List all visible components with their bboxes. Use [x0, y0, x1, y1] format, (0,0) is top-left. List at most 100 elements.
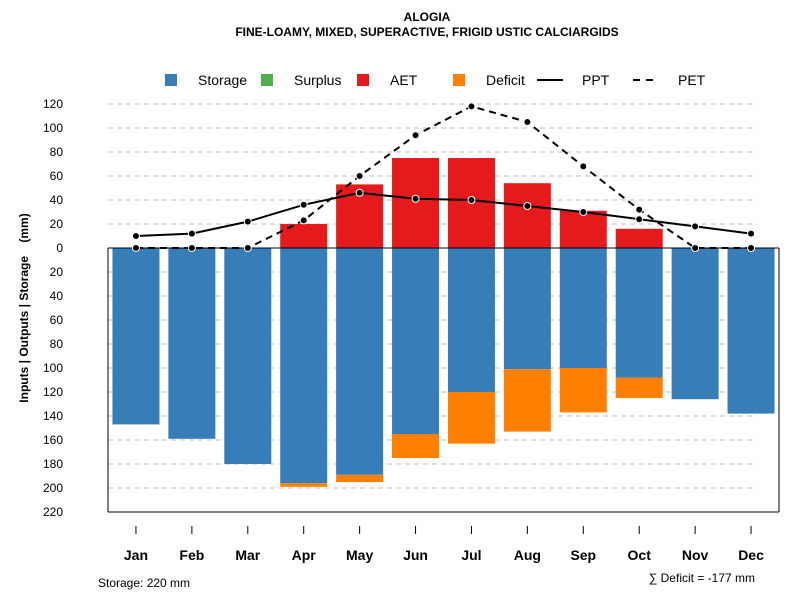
ppt-point	[299, 200, 308, 209]
x-tick-label: Sep	[570, 547, 596, 563]
x-tick-label: Mar	[235, 547, 260, 563]
pet-point	[691, 244, 700, 252]
x-tick-label: Nov	[682, 547, 709, 563]
deficit-bar	[336, 474, 384, 482]
x-tick-label: Jan	[124, 547, 148, 563]
storage-bar	[447, 248, 495, 392]
ppt-point	[355, 188, 364, 197]
deficit-bar	[559, 368, 607, 413]
aet-bar	[503, 183, 551, 248]
deficit-bar	[615, 377, 663, 398]
y-tick-label: 100	[43, 121, 63, 135]
x-tick-label: May	[346, 547, 373, 563]
y-tick-label: 160	[43, 433, 63, 447]
y-tick-label: 140	[43, 409, 63, 423]
y-tick-label: 180	[43, 457, 63, 471]
x-tick-label: Oct	[628, 547, 652, 563]
y-tick-label: 40	[50, 289, 64, 303]
pet-point	[747, 244, 756, 252]
legend: Storage Surplus AET Deficit PPT PET	[165, 72, 706, 88]
legend-swatch	[165, 74, 177, 86]
x-tick-label: Jul	[461, 547, 481, 563]
x-tick-label: Feb	[179, 547, 204, 563]
deficit-bar	[447, 392, 495, 444]
ppt-point	[187, 229, 196, 238]
ppt-point	[747, 229, 756, 238]
y-tick-label: 200	[43, 481, 63, 495]
y-tick-label: 60	[50, 313, 64, 327]
bars	[108, 158, 780, 513]
ppt-point	[579, 208, 588, 216]
ppt-point	[243, 217, 252, 226]
deficit-annotation: ∑ Deficit = -177 mm	[649, 571, 755, 585]
legend-label: AET	[390, 72, 418, 88]
legend-label: Deficit	[486, 72, 525, 88]
ppt-point	[467, 196, 476, 204]
y-tick-label: 80	[50, 337, 64, 351]
y-axis: 1201008060402002040608010012014016018020…	[43, 97, 109, 519]
y-tick-label: 20	[50, 217, 64, 231]
pet-line	[135, 105, 752, 249]
x-tick-label: Apr	[292, 547, 317, 563]
storage-bar	[112, 248, 160, 425]
y-tick-label: 100	[43, 361, 63, 375]
pet-point	[635, 205, 644, 214]
pet-point	[187, 244, 196, 252]
storage-bar	[336, 248, 384, 475]
storage-bar	[168, 248, 216, 439]
legend-swatch	[453, 74, 465, 86]
storage-bar	[727, 248, 775, 414]
storage-bar	[224, 248, 272, 464]
deficit-bar	[503, 369, 551, 432]
x-tick-label: Aug	[514, 547, 541, 563]
ppt-point	[523, 202, 532, 210]
y-tick-label: 20	[50, 265, 64, 279]
legend-label: Surplus	[294, 72, 341, 88]
pet-point	[411, 131, 420, 140]
deficit-bar	[392, 434, 440, 458]
legend-swatch	[261, 74, 273, 86]
storage-bar	[615, 248, 663, 378]
pet-point	[243, 244, 252, 252]
pet-point	[523, 118, 532, 126]
ppt-point	[635, 215, 644, 224]
storage-bar	[392, 248, 440, 434]
storage-bar	[671, 248, 719, 400]
storage-bar	[503, 248, 551, 370]
pet-point	[579, 162, 588, 171]
y-tick-label: 0	[56, 241, 63, 255]
deficit-bar	[280, 483, 328, 487]
storage-annotation: Storage: 220 mm	[98, 576, 190, 590]
x-axis: Jan Feb Mar Apr May Jun Jul Aug Sep Oct Nov Dec	[124, 526, 764, 563]
series-lines	[131, 102, 756, 252]
x-tick-label: Dec	[738, 547, 764, 563]
y-tick-label: 220	[43, 505, 63, 519]
pet-point	[355, 172, 364, 180]
storage-bar	[280, 248, 328, 484]
y-tick-label: 60	[50, 169, 64, 183]
x-tick-label: Jun	[403, 547, 428, 563]
pet-point	[131, 244, 140, 252]
ppt-point	[131, 232, 140, 240]
aet-bar	[392, 158, 440, 248]
legend-label: PPT	[582, 72, 610, 88]
storage-bar	[559, 248, 607, 368]
legend-label: PET	[678, 72, 706, 88]
chart-title: ALOGIA	[404, 10, 451, 24]
legend-label: Storage	[198, 72, 247, 88]
ppt-point	[691, 222, 700, 231]
pet-point	[467, 102, 476, 111]
y-tick-label: 40	[50, 193, 64, 207]
ppt-line	[135, 191, 752, 237]
pet-point	[299, 216, 308, 225]
y-tick-label: 120	[43, 385, 63, 399]
y-tick-label: 80	[50, 145, 64, 159]
y-axis-label: Inputs | Outputs | Storage (mm)	[17, 213, 31, 402]
aet-bar	[615, 228, 663, 248]
ppt-point	[411, 194, 420, 203]
chart-subtitle: FINE-LOAMY, MIXED, SUPERACTIVE, FRIGID U…	[235, 25, 618, 39]
legend-swatch	[357, 74, 369, 86]
aet-bar	[559, 210, 607, 248]
y-tick-label: 120	[43, 97, 63, 111]
